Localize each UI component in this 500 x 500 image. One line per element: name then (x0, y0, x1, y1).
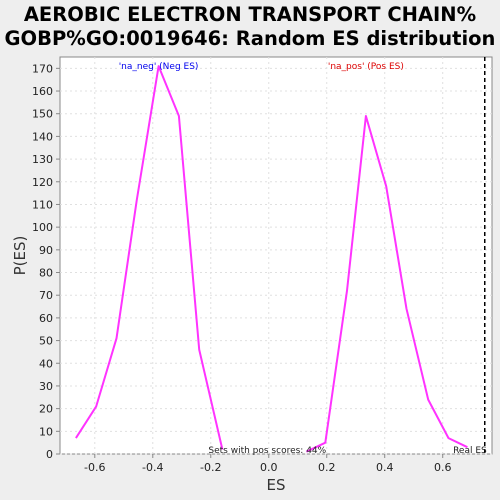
y-tick-label: 100 (32, 221, 53, 234)
y-tick-label: 170 (32, 62, 53, 75)
y-tick-label: 0 (46, 448, 53, 461)
y-tick-label: 60 (39, 312, 53, 325)
x-tick-label: -0.6 (84, 461, 105, 474)
chart-title-line-2: GOBP%GO:0019646: Random ES distribution (4, 27, 496, 50)
y-tick-label: 130 (32, 153, 53, 166)
chart-title-line-1: AEROBIC ELECTRON TRANSPORT CHAIN% (23, 3, 477, 26)
series-lines (75, 65, 468, 453)
y-tick-label: 30 (39, 380, 53, 393)
y-tick-label: 40 (39, 357, 53, 370)
y-tick-label: 110 (32, 198, 53, 211)
x-axis-label: ES (267, 476, 286, 494)
y-tick-label: 120 (32, 176, 53, 189)
x-tick-label: 0.6 (434, 461, 452, 474)
plot-area (59, 56, 493, 455)
pos-scores-annotation: Sets with pos scores: 44% (208, 446, 326, 456)
x-tick-label: -0.4 (142, 461, 163, 474)
series-label-neg: 'na_neg' (Neg ES) (119, 62, 199, 72)
axes: 0 10 20 30 40 50 60 70 80 90 100 110 120 130 140 150 160… (32, 62, 451, 474)
y-tick-label: 20 (39, 403, 53, 416)
y-tick-label: 150 (32, 108, 53, 121)
y-tick-label: 140 (32, 130, 53, 143)
x-tick-label: 0.0 (260, 461, 278, 474)
x-tick-label: 0.2 (318, 461, 336, 474)
real-es-label: Real ES (453, 446, 487, 456)
x-tick-label: 0.4 (376, 461, 394, 474)
y-tick-label: 160 (32, 85, 53, 98)
series-line-pos (305, 115, 468, 453)
x-tick-label: -0.2 (200, 461, 221, 474)
y-tick-label: 70 (39, 289, 53, 302)
series-line-neg (75, 65, 224, 450)
y-tick-label: 10 (39, 425, 53, 438)
y-axis-label: P(ES) (11, 236, 29, 276)
series-label-pos: 'na_pos' (Pos ES) (328, 62, 404, 72)
y-tick-label: 90 (39, 244, 53, 257)
y-tick-label: 50 (39, 335, 53, 348)
y-tick-label: 80 (39, 267, 53, 280)
